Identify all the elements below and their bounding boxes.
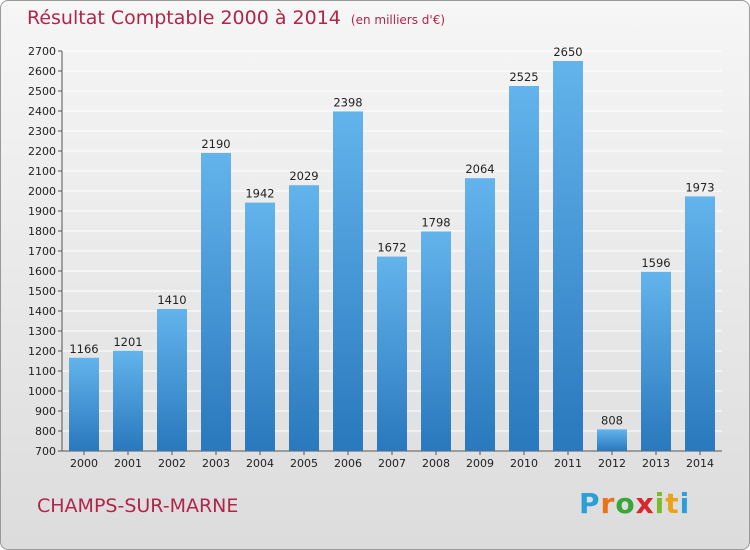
value-label-2010: 2525 (509, 70, 538, 84)
value-label-2001: 1201 (113, 335, 142, 349)
y-tick-label: 2500 (28, 85, 56, 98)
bars (69, 61, 715, 452)
chart-title: Résultat Comptable 2000 à 2014 (27, 7, 341, 29)
y-tick-label: 2100 (28, 165, 56, 178)
y-tick-label: 2400 (28, 105, 56, 118)
x-tick-label-2014: 2014 (686, 457, 714, 470)
x-tick-label-2009: 2009 (466, 457, 494, 470)
x-tick-label-2004: 2004 (246, 457, 274, 470)
bar-2008 (421, 231, 451, 451)
bar-2004 (245, 202, 275, 451)
y-tick-label: 1600 (28, 265, 56, 278)
logo-letter: r (600, 487, 616, 520)
value-label-2000: 1166 (69, 342, 98, 356)
value-label-2007: 1672 (377, 241, 406, 255)
x-tick-labels: 2000 2001 2002 2003 2004 2005 2006 2007 2008 2009… (70, 457, 714, 470)
value-label-2011: 2650 (553, 45, 582, 59)
y-tick-label: 2000 (28, 185, 56, 198)
logo-letter: P (579, 487, 601, 520)
x-tick-label-2011: 2011 (554, 457, 582, 470)
y-tick-label: 2600 (28, 65, 56, 78)
y-tick-label: 1300 (28, 325, 56, 338)
value-label-2006: 2398 (333, 95, 362, 109)
y-tick-label: 2200 (28, 145, 56, 158)
y-tick-label: 1400 (28, 305, 56, 318)
value-label-2004: 1942 (245, 187, 274, 201)
bar-2007 (377, 256, 407, 451)
y-tick-label: 1500 (28, 285, 56, 298)
y-tick-label: 700 (35, 445, 56, 458)
x-tick-label-2001: 2001 (114, 457, 142, 470)
x-tick-label-2007: 2007 (378, 457, 406, 470)
logo-letter: i (679, 487, 691, 520)
bar-2005 (289, 185, 319, 451)
y-tick-label: 1000 (28, 385, 56, 398)
y-tick-label: 2700 (28, 45, 56, 58)
bar-2011 (553, 61, 583, 451)
logo-letter: i (654, 487, 666, 520)
value-label-2013: 1596 (641, 256, 670, 270)
y-tick-label: 900 (35, 405, 56, 418)
logo-letter: x (635, 487, 655, 520)
bar-2002 (157, 309, 187, 451)
value-label-2002: 1410 (157, 293, 186, 307)
y-tick-label: 1900 (28, 205, 56, 218)
bar-2014 (685, 196, 715, 451)
value-label-2008: 1798 (421, 215, 450, 229)
bar-2000 (69, 357, 99, 451)
title-row: Résultat Comptable 2000 à 2014 (en millie… (27, 7, 445, 29)
x-tick-label-2010: 2010 (510, 457, 538, 470)
value-label-2003: 2190 (201, 137, 230, 151)
bar-2001 (113, 350, 143, 451)
value-labels: 1166 1201 1410 2190 1942 2029 2398 1672 1798 2064… (69, 45, 714, 427)
x-tick-label-2008: 2008 (422, 457, 450, 470)
x-tick-label-2006: 2006 (334, 457, 362, 470)
x-tick-label-2012: 2012 (598, 457, 626, 470)
chart-subtitle: (en milliers d'€) (350, 13, 446, 27)
value-label-2009: 2064 (465, 162, 494, 176)
bar-2012 (597, 429, 627, 451)
y-tick-label: 2300 (28, 125, 56, 138)
bar-2010 (509, 86, 539, 451)
y-tick-label: 1200 (28, 345, 56, 358)
logo-letter: t (665, 487, 680, 520)
y-tick-labels: 700 800 900 1000 1100 1200 1300 1400 1500 1600 170… (28, 45, 56, 458)
x-tick-label-2005: 2005 (290, 457, 318, 470)
x-tick-label-2002: 2002 (158, 457, 186, 470)
bar-2006 (333, 111, 363, 452)
place-name: CHAMPS-SUR-MARNE (37, 495, 239, 517)
y-tick-label: 1700 (28, 245, 56, 258)
y-tick-label: 1800 (28, 225, 56, 238)
value-label-2012: 808 (601, 413, 623, 427)
logo-letter: o (615, 487, 636, 520)
y-tick-label: 1100 (28, 365, 56, 378)
x-tick-label-2003: 2003 (202, 457, 230, 470)
bar-2003 (201, 153, 231, 451)
y-tick-label: 800 (35, 425, 56, 438)
bar-2009 (465, 178, 495, 451)
value-label-2014: 1973 (685, 180, 714, 194)
proxiti-logo: Proxiti (579, 487, 690, 520)
value-label-2005: 2029 (289, 169, 318, 183)
bar-2013 (641, 271, 671, 451)
x-tick-label-2013: 2013 (642, 457, 670, 470)
x-tick-label-2000: 2000 (70, 457, 98, 470)
